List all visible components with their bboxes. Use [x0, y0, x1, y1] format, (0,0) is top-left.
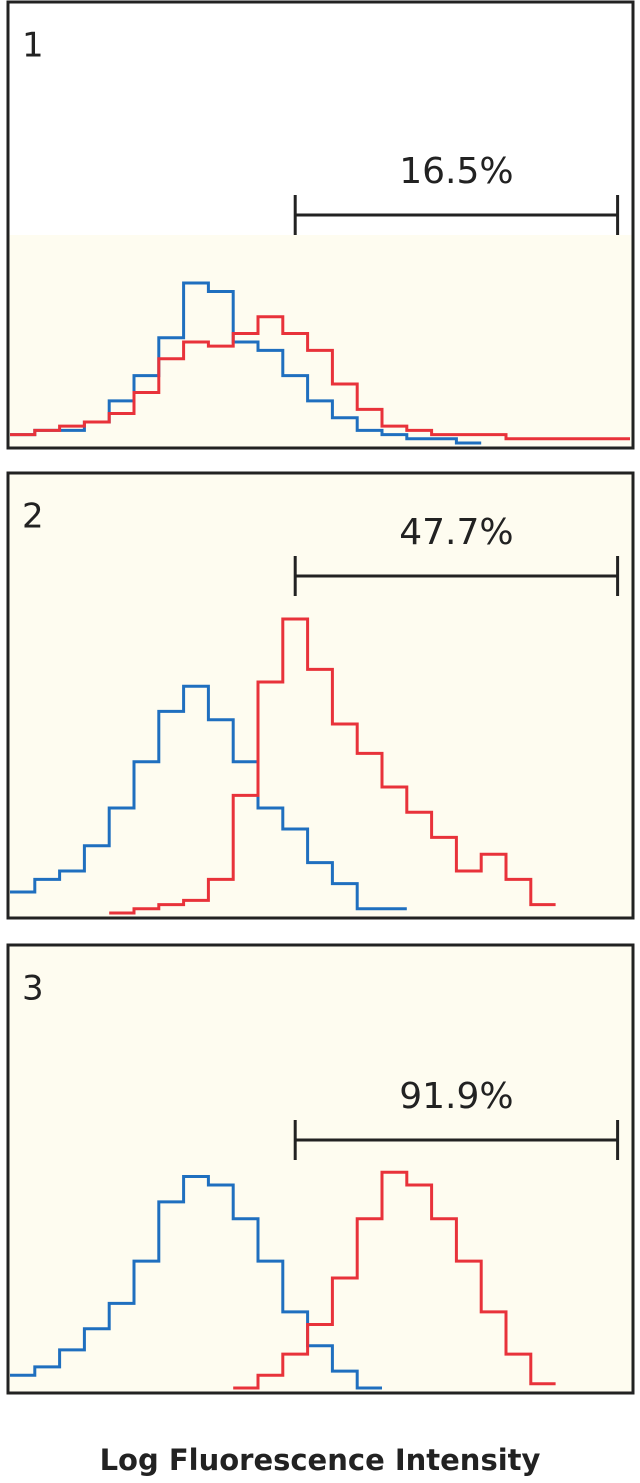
x-axis-label: Log Fluorescence Intensity [100, 1443, 541, 1477]
panel-number: 1 [22, 26, 44, 66]
gate-label: 91.9% [399, 1076, 513, 1117]
panel-frame [6, 0, 635, 450]
panel-frame [6, 471, 635, 920]
panel-background [9, 946, 632, 1392]
panel-number: 3 [22, 969, 44, 1009]
panel-shade [9, 235, 632, 447]
histogram-line [10, 1175, 382, 1390]
histogram-line [10, 684, 407, 911]
gate-label: 16.5% [399, 151, 513, 192]
panel-background [9, 474, 632, 917]
histogram-line [233, 1170, 556, 1390]
panel-number: 2 [22, 497, 44, 537]
histogram-line [109, 617, 556, 915]
panel-frame [6, 943, 635, 1395]
gate-label: 47.7% [399, 512, 513, 553]
histogram-line [10, 315, 630, 441]
